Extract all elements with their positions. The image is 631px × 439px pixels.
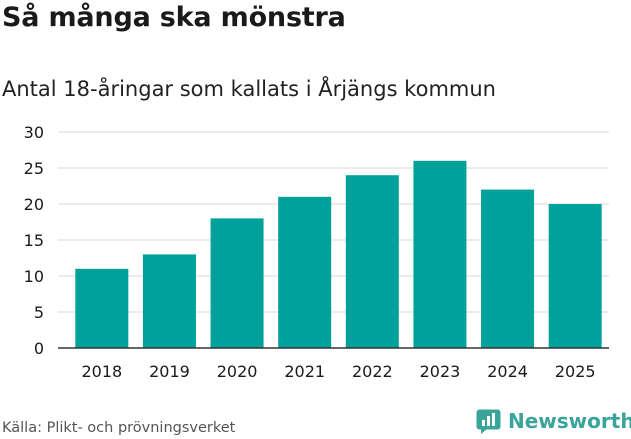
x-tick-label: 2019	[149, 362, 190, 381]
x-tick-label: 2020	[217, 362, 258, 381]
bar-2020	[210, 218, 264, 348]
bar-2025	[548, 204, 602, 348]
y-tick-label: 10	[24, 267, 44, 286]
chart-bubble-icon	[476, 409, 501, 434]
y-tick-label: 5	[34, 303, 44, 322]
brand-name: Newsworthy	[508, 409, 631, 433]
x-tick-label: 2018	[81, 362, 122, 381]
x-tick-label: 2023	[420, 362, 461, 381]
x-tick-label: 2022	[352, 362, 393, 381]
bar-2018	[75, 268, 129, 348]
y-tick-label: 0	[34, 339, 44, 358]
bar-2023	[413, 160, 467, 348]
bar-2021	[278, 196, 332, 348]
bar-2022	[345, 175, 399, 348]
source-note: Källa: Plikt- och prövningsverket	[2, 420, 236, 436]
y-tick-label: 20	[24, 195, 44, 214]
x-tick-label: 2025	[555, 362, 596, 381]
bar-2024	[481, 189, 535, 348]
chart-subtitle: Antal 18-åringar som kallats i Årjängs k…	[2, 77, 496, 101]
bar-2019	[142, 254, 196, 348]
chart-title: Så många ska mönstra	[2, 2, 346, 33]
y-tick-label: 25	[24, 159, 44, 178]
y-tick-label: 15	[24, 231, 44, 250]
x-tick-label: 2021	[284, 362, 325, 381]
x-tick-label: 2024	[487, 362, 528, 381]
newsworthy-logo: Newsworthy	[476, 406, 631, 436]
y-tick-label: 30	[24, 123, 44, 142]
